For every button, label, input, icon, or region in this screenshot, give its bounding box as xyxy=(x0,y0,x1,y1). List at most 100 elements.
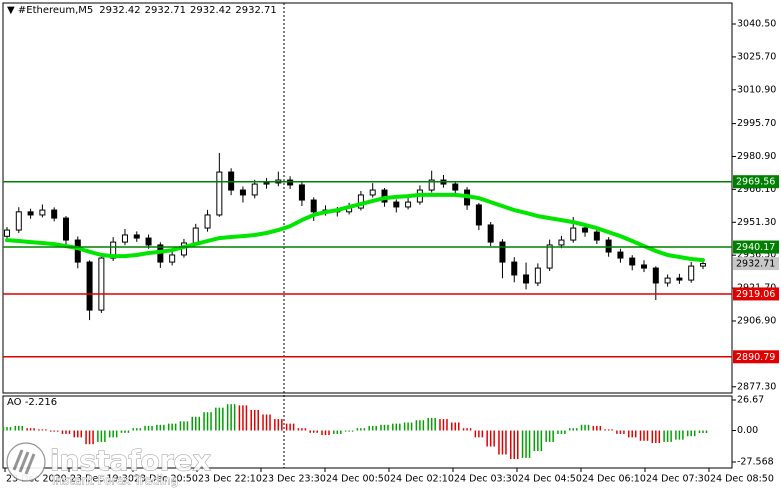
y-tick-label: 3010.90 xyxy=(737,84,776,95)
candle-body xyxy=(121,234,128,243)
level-label: 2919.06 xyxy=(736,289,775,300)
level-label-box xyxy=(733,240,779,254)
candle-body xyxy=(298,184,305,201)
candle-body xyxy=(652,267,659,284)
x-tick-label: 23 Dec 2020 xyxy=(6,474,67,485)
y-tick-label: 3025.70 xyxy=(737,51,776,62)
candle-body xyxy=(676,277,683,281)
header-arrow: ▼ xyxy=(7,5,18,16)
watermark-brand: instaforex xyxy=(50,444,211,477)
candle-body xyxy=(169,254,176,263)
x-tick-label: 24 Dec 07:30 xyxy=(646,474,710,485)
candle-body xyxy=(204,214,211,229)
candle-body xyxy=(27,211,34,216)
y-tick-label: 2936.50 xyxy=(737,250,776,261)
header-open: 2932.42 xyxy=(99,5,140,16)
candle-body xyxy=(51,209,58,219)
chart-header: ▼ #Ethereum,M5 2932.42 2932.71 2932.42 2932.… xyxy=(7,5,277,16)
candle-body xyxy=(475,204,482,226)
x-tick-label: 24 Dec 04:50 xyxy=(518,474,582,485)
moving-average xyxy=(5,192,705,263)
level-label-box xyxy=(733,287,779,301)
level-label: 2890.79 xyxy=(736,352,775,363)
candle-body xyxy=(534,267,541,284)
candle-body xyxy=(593,231,600,241)
candle-body xyxy=(62,217,69,241)
y-tick-label: 2906.90 xyxy=(737,315,776,326)
last-price-box xyxy=(733,257,779,271)
candle-body xyxy=(39,209,46,216)
x-tick-label: 24 Dec 06:10 xyxy=(582,474,646,485)
candle-body xyxy=(664,277,671,284)
candle-body xyxy=(523,274,530,284)
candle-body xyxy=(570,227,577,241)
header-high: 2932.71 xyxy=(145,5,186,16)
candle-body xyxy=(369,189,376,196)
level-label-box xyxy=(733,175,779,189)
x-tick-label: 24 Dec 08:50 xyxy=(710,474,774,485)
x-tick-label: 23 Dec 23:30 xyxy=(262,474,326,485)
candle-body xyxy=(452,183,459,191)
main-layer xyxy=(3,152,732,358)
symbol: #Ethereum,M5 xyxy=(18,5,93,16)
level-label: 2969.56 xyxy=(736,177,775,188)
watermark-logo-stripes xyxy=(12,449,36,475)
indicator-header: AO -2.216 xyxy=(7,397,57,408)
candle-body xyxy=(393,201,400,208)
indicator-name: AO xyxy=(7,397,22,408)
ao-y-tick-label: 0.00 xyxy=(737,425,758,436)
candle-body xyxy=(700,263,706,267)
candle-body xyxy=(145,237,152,246)
indicator-layer xyxy=(2,404,708,460)
candle-body xyxy=(487,224,494,243)
candle-body xyxy=(239,189,246,196)
candle-body xyxy=(15,211,22,231)
ao-y-tick-label: -27.568 xyxy=(737,457,774,468)
y-tick-label: 2980.90 xyxy=(737,151,776,162)
candle-body xyxy=(688,265,695,281)
candle-body xyxy=(629,257,636,266)
x-tick-label: 23 Dec 22:10 xyxy=(198,474,262,485)
indicator-pane xyxy=(2,395,733,469)
candle-body xyxy=(428,179,435,191)
candle-body xyxy=(310,199,317,213)
candle-body xyxy=(251,183,258,196)
candle-body xyxy=(405,201,412,208)
x-tick-label: 24 Dec 03:30 xyxy=(454,474,518,485)
candle-body xyxy=(216,171,223,216)
x-tick-label: 23 Dec 19:30 xyxy=(70,474,134,485)
candle-body xyxy=(4,229,10,237)
level-label-box xyxy=(733,350,779,364)
main-pane xyxy=(2,2,733,394)
watermark: instaforex Instant Forex Trading xyxy=(6,442,211,488)
indicator-value: -2.216 xyxy=(25,397,57,408)
candle-body xyxy=(74,239,81,263)
axis-layer: 3040.50 3025.70 3010.90 2995.70 2980.90 2966.… xyxy=(4,19,779,485)
candle-body xyxy=(192,227,199,244)
candle-body xyxy=(582,227,589,233)
candle-body xyxy=(605,239,612,253)
candle-body xyxy=(263,182,270,185)
candle-body xyxy=(133,234,140,239)
header-close: 2932.71 xyxy=(235,5,276,16)
candle-body xyxy=(511,261,518,276)
candle-body xyxy=(86,261,93,311)
header-low: 2932.42 xyxy=(190,5,231,16)
level-label: 2940.17 xyxy=(736,242,775,253)
y-tick-label: 2966.10 xyxy=(737,184,776,195)
candle-body xyxy=(499,241,506,263)
ao-y-tick-label: 26.67 xyxy=(737,395,764,406)
y-tick-label: 2951.30 xyxy=(737,217,776,228)
candle-body xyxy=(287,179,294,186)
x-tick-label: 24 Dec 02:10 xyxy=(390,474,454,485)
last-price-label: 2932.71 xyxy=(736,259,775,270)
y-tick-label: 2995.70 xyxy=(737,118,776,129)
candle-body xyxy=(98,257,105,311)
candle-body xyxy=(641,264,648,269)
y-tick-label: 3040.50 xyxy=(737,19,776,30)
y-tick-label: 2877.30 xyxy=(737,381,776,392)
candle-body xyxy=(546,244,553,269)
